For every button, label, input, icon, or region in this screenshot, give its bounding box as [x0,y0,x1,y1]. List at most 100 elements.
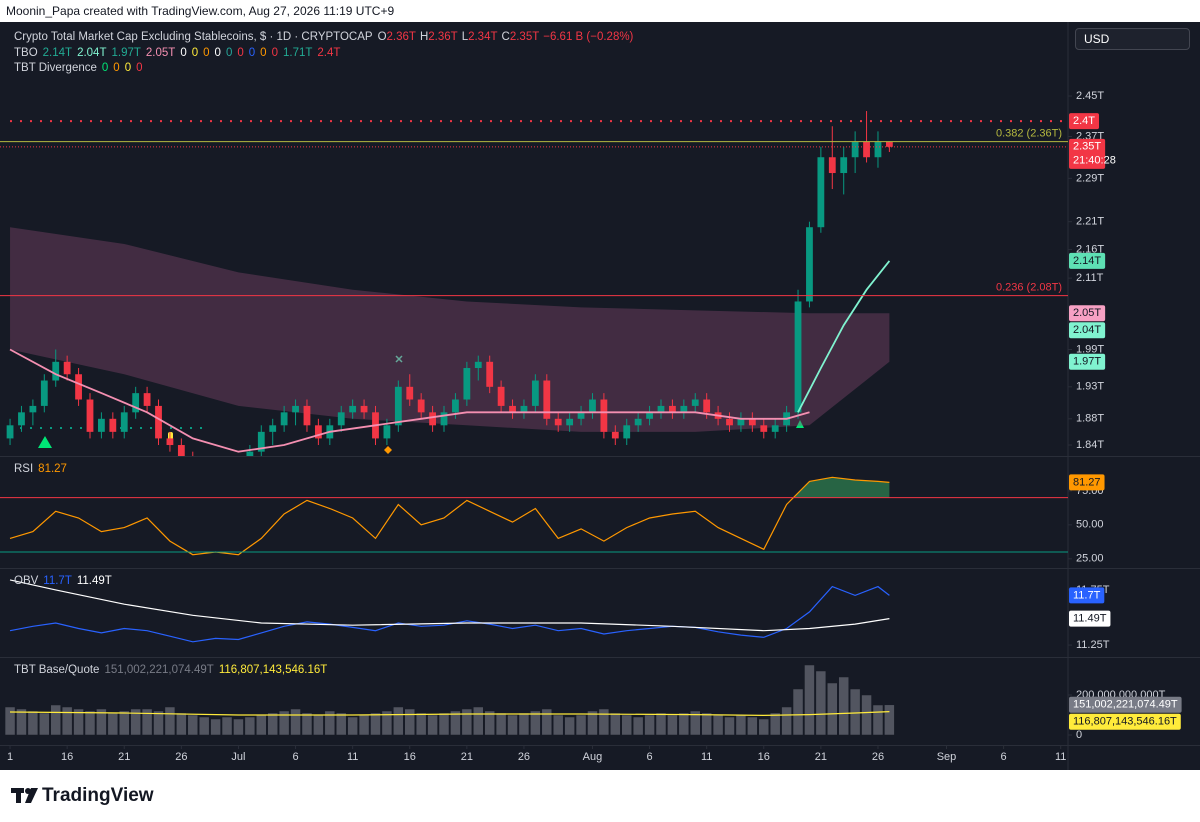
pane-legend-value: 151,002,221,074.49T [104,664,214,676]
x-tick-label: 21 [118,751,130,763]
indicator-line [797,260,891,413]
ohlc-value: 2.35T [509,31,540,43]
price-badge [1069,252,1106,269]
candle-body [75,374,82,400]
volume-bar [381,710,393,736]
candle-body [817,157,825,228]
candle-body [509,405,516,413]
volume-bar [450,710,461,736]
volume-bar [552,714,564,736]
volume-bar [130,708,141,736]
candle-body [806,227,813,302]
candle-body [452,399,459,413]
signal-marker [395,355,403,363]
signal-marker [796,420,804,428]
indicator-value: 0 [113,62,120,74]
price-badge-label: 151,002,221,074.49T [1073,699,1178,711]
volume-bar [804,664,815,736]
ohlc-value: 2.36T [386,31,416,43]
volume-bar [324,710,336,736]
candle-body [646,412,653,419]
volume-bar [267,712,278,736]
indicator-value: 0 [101,62,109,74]
candle-body [280,412,288,426]
symbol-name: Crypto Total Market Cap Excluding Stable… [14,31,373,43]
price-badge-label: 116,807,143,546.16T [1073,716,1177,728]
y-tick-label: 50.00 [1076,519,1104,531]
volume-bar [358,714,370,736]
volume-bar [530,710,541,736]
price-badge-label: 2.4T [1073,115,1095,127]
volume-bar [712,714,724,736]
volume-bar [884,704,895,736]
volume-bar [301,712,313,736]
volume-bar [495,712,507,736]
candle-body [314,425,322,439]
y-tick-label: 25.00 [1076,553,1104,565]
candle-body [474,361,482,369]
candle-body [109,418,117,432]
volume-bar [4,706,16,736]
candle-body [6,425,14,439]
volume-bar [335,712,347,736]
volume-bar [427,714,438,736]
indicator-name: TBO [14,46,38,59]
y-tick-label: 1.99T [1076,343,1104,355]
candle-body [703,399,711,413]
volume-bar [176,712,187,736]
candle-body [577,412,585,419]
author-line: Moonin_Papa created with TradingView.com… [6,4,394,18]
price-badge-label: 1.97T [1073,356,1101,368]
x-tick-label: 16 [61,751,73,763]
ohlc-item: O2.36T [378,31,416,43]
ohlc-key: O [377,31,387,43]
candle-body [554,418,562,426]
candle-body [440,412,448,426]
pane-legend-value: 81.27 [38,463,67,475]
volume-bar [16,708,27,736]
volume-bar [758,718,770,736]
x-tick-label: 26 [872,751,884,763]
volume-bar [27,710,39,736]
currency-button[interactable]: USD [1075,28,1190,50]
candle-body [669,405,676,413]
pane [9,579,890,643]
indicator-value: 0 [180,46,187,59]
volume-bar [701,712,712,736]
volume-bar [244,716,256,736]
footer [0,770,1200,822]
volume-bar [541,708,553,736]
countdown: 21:40:28 [1073,155,1116,167]
x-tick-label: 6 [647,751,653,763]
indicator-value: 0 [203,46,210,59]
price-badge [1069,322,1106,339]
volume-bar [678,712,690,736]
candle-body [771,425,779,432]
candle-body [680,405,688,413]
pane [0,111,1068,456]
volume-bar [518,712,530,736]
volume-bar [153,710,164,736]
y-tick-label: 2.45T [1076,90,1104,102]
indicator-value: 2.4T [317,46,341,59]
candle-body [360,405,368,413]
candle-body [18,412,25,426]
volume-bar [73,708,84,736]
candle-body [63,361,71,375]
logo-icon [25,788,38,803]
pane [9,476,890,556]
top-bar [0,0,1200,22]
candle-body [429,412,436,426]
price-badge [1069,353,1106,370]
volume-bar [838,676,849,736]
ohlc-item: C2.35T [502,31,540,43]
price-badge-label: 2.14T [1073,255,1101,267]
y-tick-label: 2.16T [1076,243,1104,255]
candle-body [531,380,539,406]
ohlc-key: C [501,31,510,43]
volume-bar [747,716,758,736]
indicator-value: 2.14T [42,46,73,59]
volume-bar [50,704,61,736]
candle-body [155,405,162,439]
